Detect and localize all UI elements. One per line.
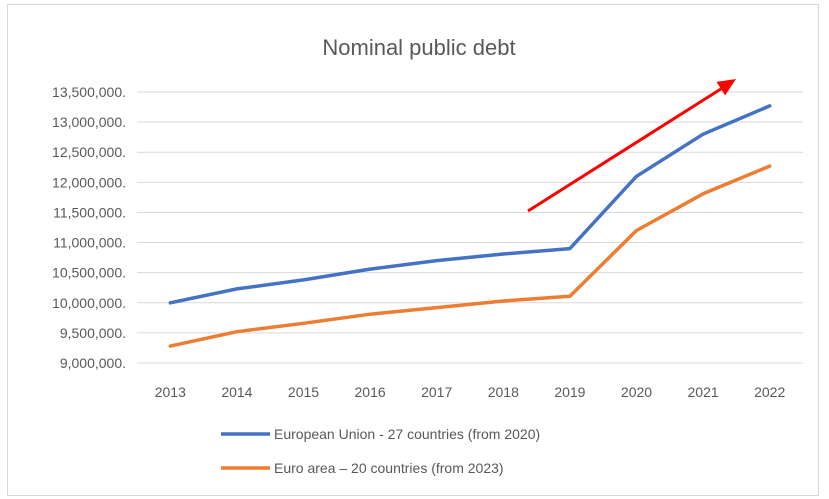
x-tick-label: 2019 — [554, 384, 585, 400]
x-tick-label: 2021 — [688, 384, 719, 400]
x-tick-label: 2016 — [355, 384, 386, 400]
y-tick-label: 13,000,000. — [52, 114, 126, 130]
y-axis-tick-labels: 9,000,000. 9,500,000. 10,000,000. 10,500,00… — [52, 84, 126, 371]
chart-title: Nominal public debt — [322, 35, 515, 60]
series-line — [168, 164, 772, 348]
gridlines — [137, 91, 803, 364]
x-tick-label: 2014 — [221, 384, 252, 400]
x-tick-label: 2013 — [155, 384, 186, 400]
y-tick-label: 11,000,000. — [53, 235, 126, 251]
x-tick-label: 2022 — [754, 384, 785, 400]
series-line — [168, 104, 772, 305]
x-tick-label: 2018 — [488, 384, 519, 400]
legend-label: European Union - 27 countries (from 2020… — [274, 426, 540, 442]
trend-arrow-shaft — [527, 85, 725, 213]
x-tick-label: 2017 — [421, 384, 452, 400]
legend: European Union - 27 countries (from 2020… — [221, 426, 540, 476]
x-tick-label: 2015 — [288, 384, 319, 400]
annotation-layer — [527, 79, 736, 213]
y-tick-label: 10,000,000. — [52, 295, 126, 311]
chart-frame: Nominal public debt 9,000,000. 9,500,000.… — [7, 4, 819, 496]
legend-label: Euro area – 20 countries (from 2023) — [274, 460, 504, 476]
y-tick-label: 11,500,000. — [53, 204, 126, 220]
x-axis-tick-labels: 2013 2014 2015 2016 2017 2018 2019 2020 2021 2022 — [155, 384, 786, 400]
y-tick-label: 13,500,000. — [52, 84, 126, 100]
line-chart: Nominal public debt 9,000,000. 9,500,000.… — [52, 35, 803, 476]
series-lines — [168, 104, 772, 348]
y-tick-label: 9,000,000. — [60, 355, 126, 371]
y-tick-label: 12,500,000. — [52, 144, 126, 160]
y-tick-label: 10,500,000. — [52, 265, 126, 281]
y-tick-label: 12,000,000. — [52, 174, 126, 190]
y-tick-label: 9,500,000. — [60, 325, 126, 341]
trend-arrow-head — [716, 79, 736, 96]
x-tick-label: 2020 — [621, 384, 652, 400]
